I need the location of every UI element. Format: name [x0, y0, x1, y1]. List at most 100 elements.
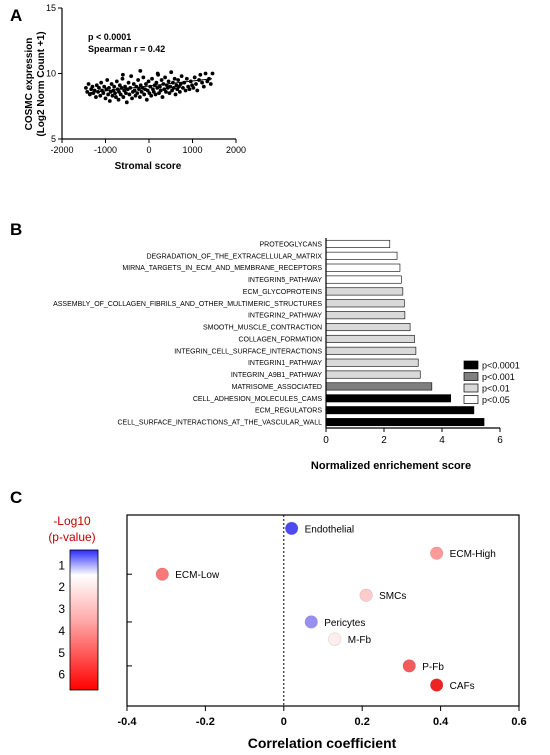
- enrichment-category-label: CELL_ADHESION_MOLECULES_CAMS: [193, 396, 322, 403]
- scatter-point: [113, 91, 117, 96]
- enrichment-bar: [325, 239, 391, 248]
- enrichment-category-label: INTEGRIN5_PATHWAY: [248, 277, 322, 284]
- bubble-point: [359, 588, 373, 602]
- enrichment-bar: [325, 394, 451, 403]
- scatter-point: [201, 84, 206, 89]
- scatter-point: [112, 84, 117, 89]
- legend-label: p<0.001: [482, 372, 515, 382]
- enrichment-bar: [325, 323, 411, 332]
- scatter-point: [139, 89, 144, 94]
- scatter-point: [124, 91, 128, 96]
- scatter-point: [149, 93, 154, 98]
- legend-swatch: [463, 395, 479, 404]
- scatter-point: [107, 86, 111, 90]
- bubble-point-label: P-Fb: [422, 662, 444, 673]
- scatter-point: [160, 95, 165, 99]
- bubble-point-label: Pericytes: [324, 618, 365, 629]
- scatter-point: [97, 86, 101, 90]
- colorbar-tick-label: 5: [58, 646, 65, 660]
- bar-xlabel: Normalized enrichement score: [311, 460, 471, 472]
- scatter-annotation-p: p < 0.0001: [88, 32, 131, 42]
- scatter-point: [163, 75, 167, 80]
- scatter-point: [103, 96, 108, 101]
- scatter-xtick-label: 1000: [182, 145, 202, 155]
- colorbar-title-line2: (p-value): [48, 530, 95, 544]
- enrichment-category-label: SMOOTH_MUSCLE_CONTRACTION: [203, 325, 322, 332]
- bubble-xtick-label: 0.2: [355, 716, 370, 728]
- scatter-point: [166, 79, 171, 84]
- scatter-point: [191, 86, 196, 90]
- scatter-point: [173, 92, 178, 97]
- bubble-point: [328, 632, 342, 646]
- enrichment-category-label: ECM_REGULATORS: [255, 408, 322, 415]
- bubble-point-label: ECM-High: [450, 549, 496, 560]
- bubble-xtick-label: 0.4: [433, 716, 449, 728]
- scatter-point: [203, 71, 208, 76]
- bubble-point: [155, 567, 169, 581]
- scatter-point: [178, 82, 183, 86]
- scatter-point: [177, 89, 182, 94]
- scatter-point: [87, 92, 92, 97]
- scatter-point: [121, 95, 126, 99]
- scatter-point: [102, 84, 107, 89]
- scatter-xlabel: Stromal score: [115, 161, 182, 172]
- enrichment-bar: [325, 370, 421, 379]
- colorbar-tick-label: 2: [58, 580, 65, 594]
- scatter-point: [171, 86, 176, 90]
- bubble-xtick-label: 0.6: [511, 716, 526, 728]
- scatter-trendline: [85, 78, 213, 94]
- scatter-ylabel-line2: (Log2 Norm Count +1): [36, 31, 47, 136]
- scatter-point: [210, 71, 215, 76]
- bar-xtick-label: 6: [497, 435, 503, 446]
- scatter-point: [126, 80, 131, 85]
- scatter-point: [131, 82, 136, 86]
- enrichment-category-label: ECM_GLYCOPROTEINS: [243, 289, 323, 296]
- scatter-point: [86, 82, 91, 86]
- scatter-point: [198, 72, 203, 77]
- enrichment-bar: [325, 299, 405, 308]
- enrichment-category-label: INTEGRIN_A9B1_PATHWAY: [231, 372, 322, 379]
- scatter-point: [137, 95, 142, 99]
- panel-label-b: B: [10, 220, 22, 239]
- scatter-ytick-label: 5: [51, 134, 56, 144]
- enrichment-category-label: COLLAGEN_FORMATION: [239, 336, 323, 343]
- enrichment-category-label: CELL_SURFACE_INTERACTIONS_AT_THE_VASCULA…: [118, 420, 323, 427]
- scatter-point: [84, 86, 88, 90]
- scatter-point: [150, 76, 154, 81]
- scatter-point: [98, 93, 103, 98]
- colorbar-tick-label: 3: [58, 602, 65, 616]
- bubble-point: [402, 659, 416, 673]
- legend-label: p<0.05: [482, 395, 510, 405]
- enrichment-category-label: ASSEMBLY_OF_COLLAGEN_FIBRILS_AND_OTHER_M…: [53, 301, 322, 308]
- enrichment-bar: [325, 287, 404, 296]
- scatter-point: [114, 79, 119, 84]
- scatter-point: [94, 83, 99, 88]
- bubble-xtick-label: 0: [281, 716, 287, 728]
- scatter-point: [123, 84, 127, 89]
- bubble-point-label: ECM-Low: [175, 570, 220, 581]
- scatter-point: [101, 91, 106, 96]
- colorbar-tick-label: 1: [58, 558, 65, 572]
- bubble-xtick-label: -0.4: [118, 716, 138, 728]
- scatter-point: [144, 82, 148, 86]
- scatter-point: [169, 70, 174, 75]
- legend-swatch: [463, 360, 479, 370]
- scatter-point: [92, 88, 97, 93]
- scatter-point: [138, 68, 143, 73]
- enrichment-bar: [325, 334, 415, 343]
- scatter-point: [184, 76, 189, 81]
- scatter-chart-stromal: COSMC expression (Log2 Norm Count +1) St…: [24, 3, 246, 172]
- scatter-point: [107, 99, 112, 103]
- scatter-point: [118, 92, 123, 97]
- bubble-point-label: CAFs: [450, 681, 475, 692]
- panel-label-a: A: [10, 6, 22, 25]
- scatter-point: [99, 80, 104, 85]
- bubble-point: [430, 546, 444, 560]
- bubble-point-label: M-Fb: [348, 635, 372, 646]
- scatter-point: [154, 80, 159, 85]
- scatter-point: [159, 78, 164, 82]
- scatter-point: [120, 76, 125, 81]
- scatter-point: [144, 97, 149, 102]
- scatter-xtick-label: 0: [146, 145, 151, 155]
